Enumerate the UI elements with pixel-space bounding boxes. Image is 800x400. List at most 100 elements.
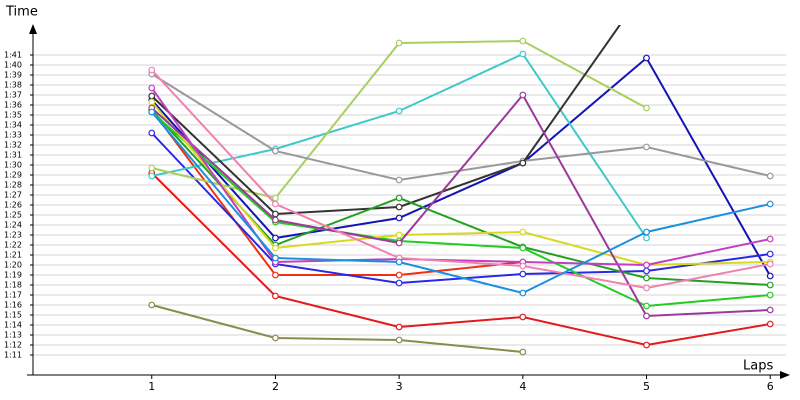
series-line xyxy=(150,109,523,276)
data-point xyxy=(272,216,279,224)
y-tick-label: 1:31 xyxy=(4,151,22,160)
data-point xyxy=(395,194,403,202)
data-point xyxy=(519,313,527,321)
x-tick-label: 2 xyxy=(272,380,279,393)
data-point xyxy=(643,274,650,282)
data-point xyxy=(395,279,403,287)
data-point xyxy=(519,262,527,270)
data-point xyxy=(395,107,403,115)
data-point xyxy=(519,37,527,45)
data-point xyxy=(148,301,156,309)
y-tick-label: 1:24 xyxy=(4,221,22,230)
y-axis-arrow xyxy=(29,24,37,34)
y-tick-label: 1:34 xyxy=(4,121,22,130)
y-tick-label: 1:13 xyxy=(4,331,22,340)
data-point xyxy=(395,239,403,247)
data-point xyxy=(148,129,156,137)
data-point xyxy=(519,91,527,99)
y-tick-label: 1:27 xyxy=(4,191,22,200)
x-tick-label: 3 xyxy=(396,380,403,393)
data-point xyxy=(272,147,279,155)
data-point xyxy=(766,200,774,208)
data-point xyxy=(643,143,650,151)
y-tick-label: 1:17 xyxy=(4,291,22,300)
data-point xyxy=(395,203,403,211)
y-tick-label: 1:11 xyxy=(4,351,22,360)
data-point xyxy=(272,334,279,342)
data-point xyxy=(519,348,527,356)
data-point xyxy=(148,66,156,74)
y-tick-label: 1:40 xyxy=(4,61,22,70)
y-tick-label: 1:25 xyxy=(4,211,22,220)
data-point xyxy=(148,172,156,180)
data-point xyxy=(148,164,156,172)
series-line xyxy=(151,56,772,277)
x-tick-label: 4 xyxy=(519,380,526,393)
y-tick-label: 1:18 xyxy=(4,281,22,290)
data-point xyxy=(643,341,650,349)
data-point xyxy=(395,336,403,344)
y-tick-label: 1:28 xyxy=(4,181,22,190)
series-line xyxy=(151,172,771,347)
series-line xyxy=(150,101,771,267)
y-tick-label: 1:35 xyxy=(4,111,22,120)
data-point xyxy=(519,159,527,167)
y-tick-label: 1:29 xyxy=(4,171,22,180)
data-point xyxy=(395,258,403,266)
y-tick-label: 1:41 xyxy=(4,51,22,60)
data-point xyxy=(395,323,403,331)
y-tick-label: 1:12 xyxy=(4,341,22,350)
data-point xyxy=(519,50,527,58)
data-point xyxy=(643,312,650,320)
x-tick-label: 6 xyxy=(767,380,774,393)
data-point xyxy=(643,267,650,275)
data-point xyxy=(272,292,279,300)
y-tick-label: 1:37 xyxy=(4,91,22,100)
data-point xyxy=(643,284,650,292)
data-point xyxy=(643,234,650,242)
data-point xyxy=(766,291,774,299)
series-line xyxy=(151,304,523,353)
y-tick-label: 1:26 xyxy=(4,201,22,210)
plot-area xyxy=(148,25,774,356)
series-line xyxy=(151,69,771,290)
data-point xyxy=(519,228,527,236)
y-axis-label: Time xyxy=(5,5,38,20)
data-point xyxy=(148,108,156,116)
data-point xyxy=(395,176,403,184)
y-tick-label: 1:23 xyxy=(4,231,22,240)
data-point xyxy=(395,39,403,47)
data-point xyxy=(766,260,774,268)
series-line xyxy=(151,73,771,182)
data-point xyxy=(395,231,403,239)
y-tick-label: 1:20 xyxy=(4,261,22,270)
y-tick-label: 1:16 xyxy=(4,301,22,310)
data-point xyxy=(272,234,279,242)
data-point xyxy=(643,302,650,310)
grid xyxy=(33,54,786,356)
y-tick-label: 1:39 xyxy=(4,71,22,80)
data-point xyxy=(766,235,774,243)
data-point xyxy=(519,289,527,297)
x-tick-label: 1 xyxy=(148,380,155,393)
data-point xyxy=(272,244,279,252)
y-tick-label: 1:15 xyxy=(4,311,22,320)
data-point xyxy=(643,261,650,269)
series-line xyxy=(151,93,771,318)
data-point xyxy=(272,210,279,218)
y-tick-label: 1:32 xyxy=(4,141,22,150)
data-point xyxy=(395,214,403,222)
data-point xyxy=(766,281,774,289)
data-point xyxy=(766,272,774,280)
x-tick-label: 5 xyxy=(643,380,650,393)
y-tick-label: 1:19 xyxy=(4,271,22,280)
data-point xyxy=(148,92,156,100)
series-line xyxy=(151,111,771,308)
data-point xyxy=(766,320,774,328)
data-point xyxy=(766,172,774,180)
data-point xyxy=(519,244,527,252)
data-point xyxy=(643,228,650,236)
data-point xyxy=(766,306,774,314)
data-point xyxy=(395,271,403,279)
y-tick-label: 1:21 xyxy=(4,251,22,260)
